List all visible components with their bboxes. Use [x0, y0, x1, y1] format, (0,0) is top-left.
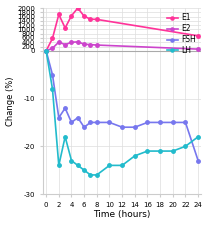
- Y-axis label: Change (%): Change (%): [6, 76, 15, 126]
- LH: [95, 173, 98, 176]
- FSH: [45, 50, 47, 52]
- E2: [45, 50, 47, 52]
- LH: [51, 88, 54, 90]
- FSH: [89, 121, 92, 124]
- LH: [45, 50, 47, 52]
- FSH: [134, 126, 136, 128]
- E1: [83, 15, 85, 18]
- E1: [51, 37, 54, 40]
- LH: [89, 173, 92, 176]
- LH: [77, 164, 79, 167]
- LH: [70, 159, 73, 162]
- LH: [64, 135, 66, 138]
- E2: [64, 43, 66, 46]
- FSH: [77, 116, 79, 119]
- E2: [77, 40, 79, 43]
- LH: [83, 169, 85, 171]
- FSH: [184, 121, 187, 124]
- X-axis label: Time (hours): Time (hours): [93, 210, 151, 219]
- FSH: [121, 126, 123, 128]
- E2: [89, 43, 92, 46]
- LH: [108, 164, 111, 167]
- E2: [197, 48, 199, 50]
- Legend: E1, E2, FSH, LH: E1, E2, FSH, LH: [165, 12, 197, 57]
- FSH: [108, 121, 111, 124]
- E1: [70, 14, 73, 17]
- E2: [51, 47, 54, 50]
- E2: [58, 41, 60, 43]
- LH: [159, 150, 161, 152]
- E1: [77, 7, 79, 9]
- Line: E2: E2: [44, 40, 200, 53]
- LH: [58, 164, 60, 167]
- E2: [95, 44, 98, 46]
- FSH: [58, 116, 60, 119]
- FSH: [172, 121, 174, 124]
- FSH: [83, 126, 85, 128]
- FSH: [51, 73, 54, 76]
- FSH: [95, 121, 98, 124]
- Line: FSH: FSH: [44, 49, 200, 162]
- LH: [146, 150, 149, 152]
- Line: E1: E1: [44, 6, 200, 53]
- E1: [64, 27, 66, 29]
- LH: [184, 145, 187, 148]
- FSH: [159, 121, 161, 124]
- LH: [172, 150, 174, 152]
- FSH: [146, 121, 149, 124]
- E1: [45, 50, 47, 52]
- E1: [58, 13, 60, 16]
- Line: LH: LH: [44, 49, 200, 177]
- LH: [121, 164, 123, 167]
- LH: [134, 155, 136, 157]
- E1: [95, 18, 98, 21]
- E1: [89, 18, 92, 20]
- FSH: [70, 121, 73, 124]
- E2: [83, 43, 85, 45]
- E2: [70, 41, 73, 44]
- FSH: [64, 107, 66, 109]
- LH: [197, 135, 199, 138]
- E1: [197, 34, 199, 37]
- FSH: [197, 159, 199, 162]
